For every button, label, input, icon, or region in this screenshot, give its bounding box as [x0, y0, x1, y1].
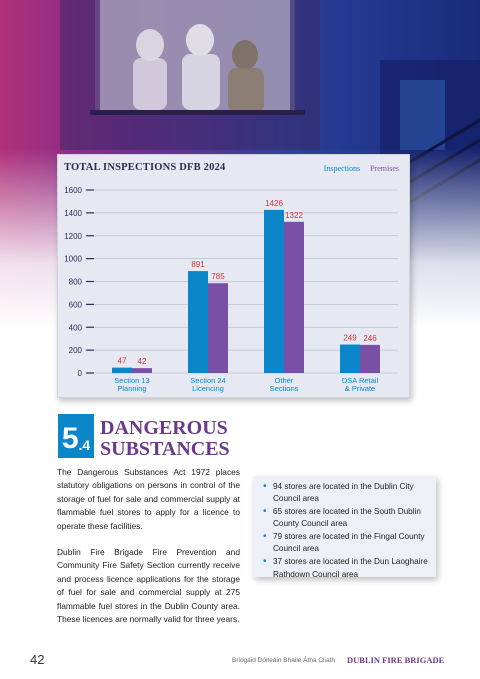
bar-premises-2 — [284, 221, 304, 373]
bar-inspections-1 — [188, 271, 208, 373]
section-number: 5 — [61, 422, 79, 455]
data-label: 891 — [191, 260, 205, 269]
bar-inspections-0 — [112, 367, 132, 373]
data-label: 249 — [343, 334, 357, 343]
chart-title: TOTAL INSPECTIONS DFB 2024 — [64, 162, 226, 173]
list-item: 65 stores are located in the South Dubli… — [263, 506, 428, 531]
y-tick-label: 400 — [69, 323, 83, 332]
x-tick-label: Section 13 — [114, 376, 149, 385]
section-number-badge: 5 .4 — [58, 414, 94, 458]
x-tick-label: Sections — [270, 384, 299, 393]
y-tick-label: 1400 — [64, 209, 82, 218]
body-text: The Dangerous Substances Act 1972 places… — [57, 466, 240, 639]
store-locations-list: 94 stores are located in the Dublin City… — [263, 481, 428, 581]
bar-chart: 0 200 400 600 800 1000 1200 1400 1600 47 42 Section… — [64, 186, 398, 393]
bar-inspections-3 — [340, 344, 360, 373]
data-label: 42 — [138, 357, 147, 366]
x-tick-label: Section 24 — [190, 376, 225, 385]
list-item: 79 stores are located in the Fingal Coun… — [263, 531, 428, 556]
section-subnumber: .4 — [78, 437, 91, 453]
store-locations-box: 94 stores are located in the Dublin City… — [253, 476, 436, 579]
footer-irish-name: Briogáid Dóiteáin Bhaile Átha Cliath — [232, 657, 335, 664]
section-title: DANGEROUS SUBSTANCES — [100, 418, 230, 460]
x-tick-label: Licencing — [192, 384, 224, 393]
y-tick-label: 600 — [69, 300, 83, 309]
data-label: 1426 — [265, 199, 283, 208]
y-tick-label: 1200 — [64, 232, 82, 241]
data-label: 1322 — [285, 211, 303, 220]
x-tick-label: Planning — [117, 384, 146, 393]
chart-legend: Inspections Premises — [316, 164, 399, 173]
x-tick-label: DSA Retail — [342, 376, 379, 385]
section-title-line2: SUBSTANCES — [100, 438, 230, 460]
bar-premises-0 — [132, 368, 152, 373]
y-tick-label: 1600 — [64, 186, 82, 195]
list-item: 94 stores are located in the Dublin City… — [263, 481, 428, 506]
list-item: 37 stores are located in the Dun Laoghai… — [263, 556, 428, 581]
bar-premises-1 — [208, 283, 228, 373]
data-label: 246 — [363, 334, 377, 343]
page-number: 42 — [30, 652, 45, 667]
y-tick-label: 0 — [78, 369, 83, 378]
x-tick-label: & Private — [345, 384, 375, 393]
legend-premises: Premises — [370, 164, 399, 173]
footer-brand: DUBLIN FIRE BRIGADE — [347, 655, 445, 665]
bar-inspections-2 — [264, 209, 284, 373]
legend-inspections: Inspections — [323, 164, 361, 173]
body-paragraph-2: Dublin Fire Brigade Fire Prevention and … — [57, 547, 240, 625]
section-title-line1: DANGEROUS — [100, 417, 228, 439]
y-tick-label: 1000 — [64, 255, 82, 264]
data-label: 785 — [211, 272, 225, 281]
x-tick-label: Other — [275, 376, 294, 385]
data-label: 47 — [118, 357, 127, 366]
y-tick-label: 800 — [69, 278, 83, 287]
inspections-chart-card: TOTAL INSPECTIONS DFB 2024 Inspections P… — [57, 154, 410, 398]
y-tick-label: 200 — [69, 346, 83, 355]
body-paragraph-1: The Dangerous Substances Act 1972 places… — [57, 467, 240, 531]
bar-premises-3 — [360, 344, 380, 373]
